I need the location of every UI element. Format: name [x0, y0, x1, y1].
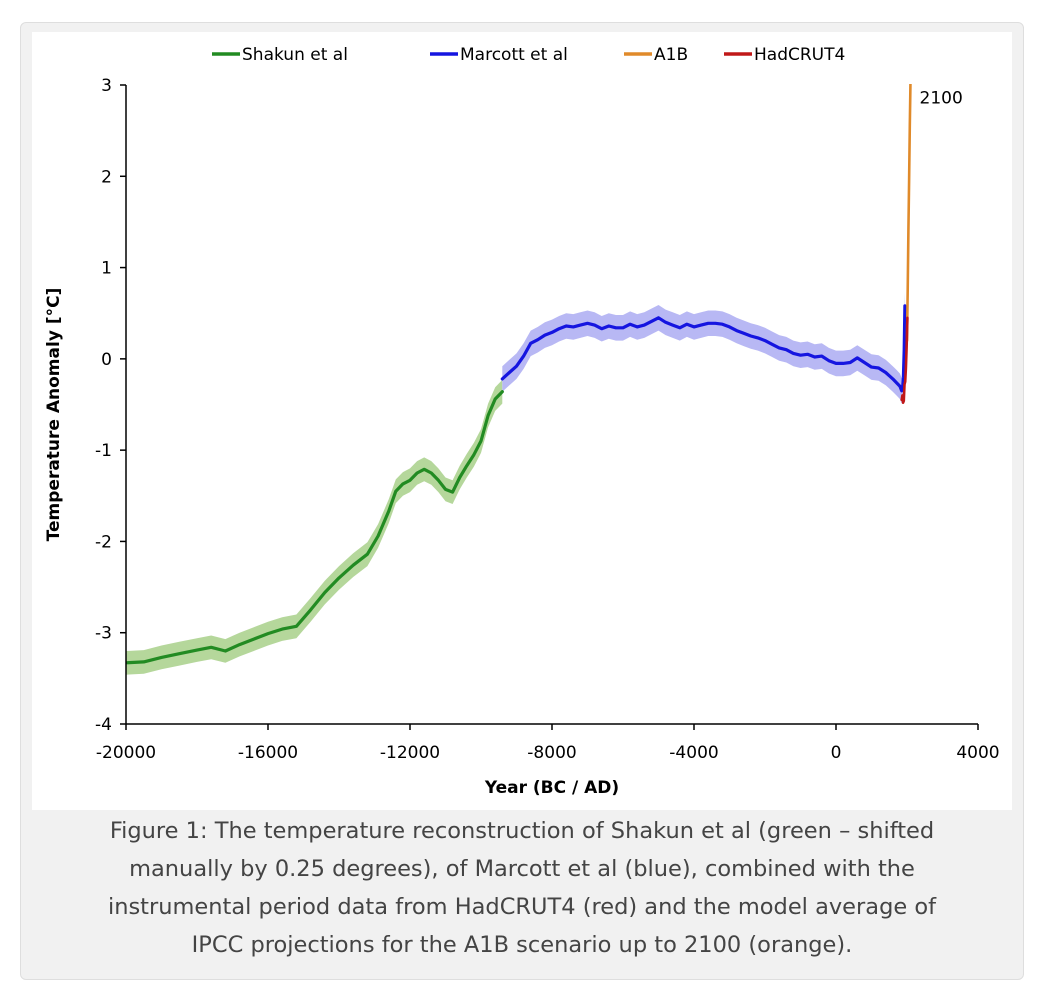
y-tick-label: 0: [101, 350, 112, 370]
temperature-chart: 3 2 1 0 -1 -2 -3 -4 -20000 -16000 -12000 -8000 -4000…: [44, 45, 1000, 798]
caption-line: Figure 1: The temperature reconstruction…: [109, 818, 935, 844]
y-tick-label: 2: [101, 167, 112, 187]
x-tick-label: -20000: [96, 743, 156, 763]
legend: Shakun et al Marcott et al A1B HadCRUT4: [212, 45, 845, 65]
y-tick-label: 1: [101, 259, 112, 279]
x-axis-title: Year (BC / AD): [484, 778, 619, 798]
caption-line: IPCC projections for the A1B scenario up…: [191, 932, 853, 958]
x-tick-label: 4000: [956, 743, 999, 763]
hadcrut4-series-line: [900, 316, 909, 405]
x-tick-label: -12000: [380, 743, 440, 763]
y-tick-label: -4: [95, 715, 112, 735]
uncertainty-bands: [126, 293, 906, 675]
y-tick-label: 3: [101, 76, 112, 96]
hadcrut4-legend-label: HadCRUT4: [754, 45, 845, 65]
caption-line: instrumental period data from HadCRUT4 (…: [107, 894, 937, 920]
y-tick-label: -1: [95, 441, 112, 461]
axes: 3 2 1 0 -1 -2 -3 -4 -20000 -16000 -12000 -8000 -4000…: [44, 76, 1000, 798]
shakun-et-al-uncertainty-band: [126, 379, 503, 675]
a1b-series-line: [905, 84, 912, 342]
marcott-et-al-series-line: [500, 304, 907, 393]
annotations: 2100: [920, 88, 963, 108]
y-axis-title: Temperature Anomaly [°C]: [44, 288, 64, 542]
series-lines: [126, 84, 912, 665]
x-tick-label: -8000: [527, 743, 576, 763]
caption-line: manually by 0.25 degrees), of Marcott et…: [129, 856, 915, 882]
marcott-et-al-uncertainty-band: [502, 293, 906, 404]
figure-caption: Figure 1: The temperature reconstruction…: [30, 812, 1014, 964]
x-tick-label: -4000: [669, 743, 718, 763]
y-tick-label: -3: [95, 624, 112, 644]
shakun-et-al-series-line: [126, 390, 504, 665]
x-tick-label: -16000: [238, 743, 298, 763]
shakun-et-al-legend-label: Shakun et al: [242, 45, 348, 65]
chart-panel: 3 2 1 0 -1 -2 -3 -4 -20000 -16000 -12000 -8000 -4000…: [32, 32, 1012, 810]
a1b-legend-label: A1B: [654, 45, 688, 65]
x-tick-label: 0: [831, 743, 842, 763]
marcott-et-al-legend-label: Marcott et al: [460, 45, 568, 65]
year-2100-annotation: 2100: [920, 88, 963, 108]
y-tick-label: -2: [95, 532, 112, 552]
